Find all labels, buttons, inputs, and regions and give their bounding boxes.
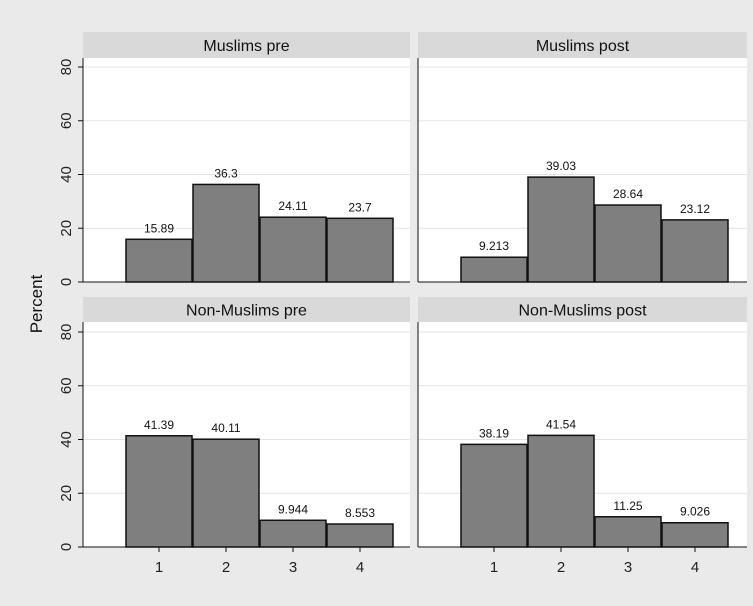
panel-1: Muslims pre 15.89 36.3 24.11 23.7 0 20 40 60 80 xyxy=(58,32,410,286)
y-tick-label: 40 xyxy=(58,431,75,448)
x-tick-label: 3 xyxy=(624,559,632,576)
panel-title: Non-Muslims post xyxy=(518,303,647,320)
x-tick-label: 4 xyxy=(691,559,699,576)
x-tick-label: 1 xyxy=(155,559,163,576)
bar xyxy=(594,204,662,283)
data-label: 24.11 xyxy=(278,199,307,213)
data-label: 15.89 xyxy=(144,221,174,235)
panel-title: Non-Muslims pre xyxy=(186,303,307,320)
bar xyxy=(326,523,394,548)
bar xyxy=(326,217,394,283)
bar xyxy=(460,256,528,283)
y-tick-label: 60 xyxy=(58,112,75,129)
x-tick-label: 3 xyxy=(289,559,297,576)
y-tick-label: 80 xyxy=(58,324,75,341)
data-label: 9.944 xyxy=(278,502,308,516)
y-tick-label: 0 xyxy=(58,543,75,551)
bar xyxy=(527,176,595,283)
y-tick-label: 60 xyxy=(58,377,75,394)
bar xyxy=(259,216,327,283)
y-tick-label: 20 xyxy=(58,220,75,237)
panel-header xyxy=(83,297,410,322)
panel-title: Muslims pre xyxy=(203,38,289,55)
panel-title: Muslims post xyxy=(536,38,630,55)
data-label: 9.213 xyxy=(479,239,509,253)
panel-4: Non-Muslims post 38.19 41.54 11.25 9.026 1 2 3 4 xyxy=(417,297,747,576)
data-label: 38.19 xyxy=(479,426,509,440)
panel-header xyxy=(83,32,410,58)
data-label: 40.11 xyxy=(211,421,240,435)
panel-header xyxy=(418,297,747,322)
bar xyxy=(259,519,327,548)
data-label: 28.64 xyxy=(613,187,643,201)
y-tick-label: 80 xyxy=(58,59,75,76)
data-label: 8.553 xyxy=(345,506,375,520)
data-label: 41.39 xyxy=(144,418,174,432)
data-label: 23.7 xyxy=(348,200,372,214)
panel-3: Non-Muslims pre 41.39 40.11 9.944 8.553 0 20 40… xyxy=(58,297,410,576)
x-tick-label: 4 xyxy=(356,559,364,576)
data-label: 41.54 xyxy=(546,417,576,431)
bar xyxy=(527,434,595,548)
bar xyxy=(192,438,260,548)
y-axis-title: Percent xyxy=(27,274,46,333)
data-label: 39.03 xyxy=(546,159,576,173)
bar xyxy=(661,521,729,548)
panel-header xyxy=(418,32,747,58)
y-tick-label: 0 xyxy=(58,278,75,286)
data-label: 9.026 xyxy=(680,505,710,519)
bar xyxy=(594,516,662,548)
x-tick-label: 1 xyxy=(490,559,498,576)
data-label: 11.25 xyxy=(613,499,642,513)
bar xyxy=(125,435,193,548)
y-tick-label: 40 xyxy=(58,166,75,183)
x-tick-label: 2 xyxy=(222,559,230,576)
x-tick-label: 2 xyxy=(557,559,565,576)
panel-2: Muslims post 9.213 39.03 28.64 23.12 xyxy=(417,32,747,283)
y-tick-label: 20 xyxy=(58,485,75,502)
bar xyxy=(661,219,729,283)
data-label: 23.12 xyxy=(680,202,710,216)
bar xyxy=(460,443,528,548)
bar xyxy=(125,238,193,283)
data-label: 36.3 xyxy=(214,166,238,180)
bar xyxy=(192,183,260,283)
